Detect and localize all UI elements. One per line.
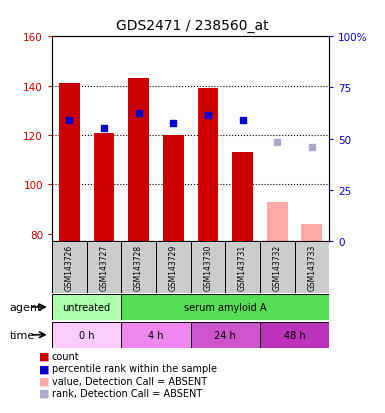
- Bar: [232, 153, 253, 242]
- Text: 48 h: 48 h: [284, 330, 305, 340]
- Text: GSM143732: GSM143732: [273, 244, 282, 290]
- Bar: [121, 322, 191, 348]
- Bar: [52, 242, 87, 293]
- Text: GSM143728: GSM143728: [134, 244, 143, 290]
- Bar: [260, 322, 329, 348]
- Text: count: count: [52, 351, 80, 361]
- Text: GSM143733: GSM143733: [307, 244, 316, 291]
- Text: GSM143727: GSM143727: [99, 244, 109, 290]
- Bar: [156, 242, 191, 293]
- Text: agent: agent: [10, 302, 42, 312]
- Bar: [191, 322, 260, 348]
- Text: ■: ■: [38, 376, 49, 386]
- Text: GDS2471 / 238560_at: GDS2471 / 238560_at: [116, 19, 269, 33]
- Text: ■: ■: [38, 351, 49, 361]
- Text: 24 h: 24 h: [214, 330, 236, 340]
- Text: serum amyloid A: serum amyloid A: [184, 302, 266, 312]
- Bar: [121, 242, 156, 293]
- Text: value, Detection Call = ABSENT: value, Detection Call = ABSENT: [52, 376, 207, 386]
- Bar: [94, 133, 114, 242]
- Bar: [301, 224, 322, 242]
- Bar: [59, 84, 80, 242]
- Bar: [121, 294, 329, 320]
- Text: ■: ■: [38, 363, 49, 373]
- Text: GSM143730: GSM143730: [203, 244, 213, 291]
- Text: rank, Detection Call = ABSENT: rank, Detection Call = ABSENT: [52, 388, 202, 398]
- Bar: [267, 202, 288, 242]
- Text: time: time: [10, 330, 35, 340]
- Bar: [191, 242, 225, 293]
- Text: GSM143729: GSM143729: [169, 244, 178, 290]
- Text: untreated: untreated: [62, 302, 111, 312]
- Bar: [225, 242, 260, 293]
- Text: GSM143726: GSM143726: [65, 244, 74, 290]
- Text: 4 h: 4 h: [148, 330, 164, 340]
- Bar: [260, 242, 295, 293]
- Bar: [198, 89, 218, 242]
- Bar: [295, 242, 329, 293]
- Bar: [128, 79, 149, 242]
- Text: GSM143731: GSM143731: [238, 244, 247, 290]
- Text: ■: ■: [38, 388, 49, 398]
- Bar: [52, 294, 121, 320]
- Bar: [163, 136, 184, 242]
- Text: 0 h: 0 h: [79, 330, 94, 340]
- Bar: [52, 322, 121, 348]
- Text: percentile rank within the sample: percentile rank within the sample: [52, 363, 217, 373]
- Bar: [87, 242, 121, 293]
